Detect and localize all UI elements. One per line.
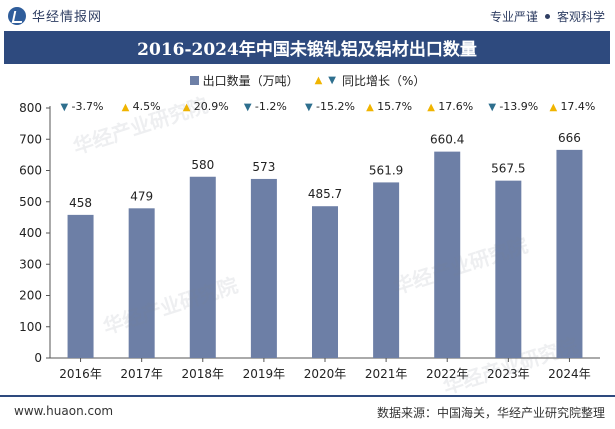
growth-up-triangle-icon: ▲ — [122, 102, 130, 113]
legend-down-triangle-icon: ▼ — [328, 75, 336, 86]
y-tick-label: 100 — [19, 320, 42, 334]
brand-logo-icon — [8, 6, 26, 25]
bar — [312, 206, 338, 358]
x-tick-label: 2022年 — [426, 367, 469, 381]
bar-value-label: 567.5 — [491, 162, 525, 176]
growth-up-triangle-icon: ▲ — [366, 102, 374, 113]
growth-rate-label: 4.5% — [133, 100, 161, 113]
growth-down-triangle-icon: ▼ — [61, 102, 69, 113]
y-tick-label: 0 — [34, 351, 42, 365]
bar-value-label: 485.7 — [308, 187, 342, 201]
growth-up-triangle-icon: ▲ — [183, 102, 191, 113]
bar-value-label: 479 — [130, 189, 153, 203]
growth-down-triangle-icon: ▼ — [488, 102, 496, 113]
x-tick-label: 2021年 — [365, 367, 408, 381]
y-tick-label: 200 — [19, 289, 42, 303]
growth-rate-label: -3.7% — [72, 100, 104, 113]
y-tick-label: 300 — [19, 257, 42, 271]
x-tick-label: 2016年 — [59, 367, 102, 381]
footer-source: 数据来源：中国海关，华经产业研究院整理 — [376, 406, 605, 420]
y-tick-label: 800 — [19, 101, 42, 115]
growth-down-triangle-icon: ▼ — [305, 102, 313, 113]
slogan-tag-2: 客观科学 — [556, 10, 605, 24]
legend-item-export: 出口数量（万吨） — [189, 72, 299, 89]
growth-up-triangle-icon: ▲ — [549, 102, 557, 113]
dot-separator-icon — [544, 14, 550, 19]
bar — [556, 149, 583, 358]
legend-item-growth: ▲ ▼ 同比增长（%） — [315, 72, 426, 89]
chart-legend: 出口数量（万吨） ▲ ▼ 同比增长（%） — [0, 72, 615, 89]
bar-value-label: 573 — [252, 160, 275, 174]
growth-rate-label: -13.9% — [499, 100, 538, 113]
bar-value-label: 666 — [558, 131, 581, 145]
bar-value-label: 458 — [69, 196, 92, 210]
x-tick-label: 2017年 — [120, 367, 163, 381]
top-bar: 华经情报网 专业严谨 客观科学 — [0, 0, 615, 30]
title-bar: 2016-2024年中国未锻轧铝及铝材出口数量 — [4, 31, 610, 64]
slogan-tag-1: 专业严谨 — [489, 10, 538, 24]
legend-bar-swatch-icon — [189, 76, 199, 85]
growth-rate-label: 20.9% — [194, 100, 229, 113]
bar-value-label: 660.4 — [430, 133, 464, 147]
bar — [434, 151, 461, 358]
growth-rate-label: -1.2% — [255, 100, 287, 113]
x-tick-label: 2019年 — [243, 367, 286, 381]
bar — [189, 176, 216, 358]
growth-rate-label: 17.4% — [560, 100, 595, 113]
bar-value-label: 561.9 — [369, 163, 403, 177]
brand-name: 华经情报网 — [32, 10, 103, 25]
slogan-tags: 专业严谨 客观科学 — [490, 8, 605, 25]
legend-up-triangle-icon: ▲ — [314, 75, 323, 86]
growth-down-triangle-icon: ▼ — [244, 102, 252, 113]
bar — [373, 182, 400, 358]
bar — [67, 214, 94, 358]
growth-rate-label: -15.2% — [316, 100, 355, 113]
bar — [495, 180, 522, 358]
footer: www.huaon.com 数据来源：中国海关，华经产业研究院整理 — [0, 395, 615, 429]
y-tick-label: 600 — [19, 164, 42, 178]
x-tick-label: 2020年 — [304, 367, 347, 381]
bar-value-label: 580 — [191, 158, 214, 172]
footer-url: www.huaon.com — [14, 404, 114, 418]
bar — [250, 178, 277, 358]
brand: 华经情报网 — [8, 6, 102, 25]
y-tick-label: 500 — [19, 195, 42, 209]
x-tick-label: 2018年 — [182, 367, 225, 381]
growth-rate-label: 17.6% — [438, 100, 473, 113]
growth-up-triangle-icon: ▲ — [427, 102, 435, 113]
legend-label-growth: 同比增长（%） — [342, 74, 426, 88]
bar — [128, 208, 155, 358]
legend-label-export: 出口数量（万吨） — [202, 74, 299, 88]
y-tick-label: 400 — [19, 226, 42, 240]
growth-rate-label: 15.7% — [377, 100, 412, 113]
y-tick-label: 700 — [19, 132, 42, 146]
x-tick-label: 2024年 — [548, 367, 591, 381]
chart-title: 2016-2024年中国未锻轧铝及铝材出口数量 — [137, 40, 477, 60]
x-tick-label: 2023年 — [487, 367, 530, 381]
